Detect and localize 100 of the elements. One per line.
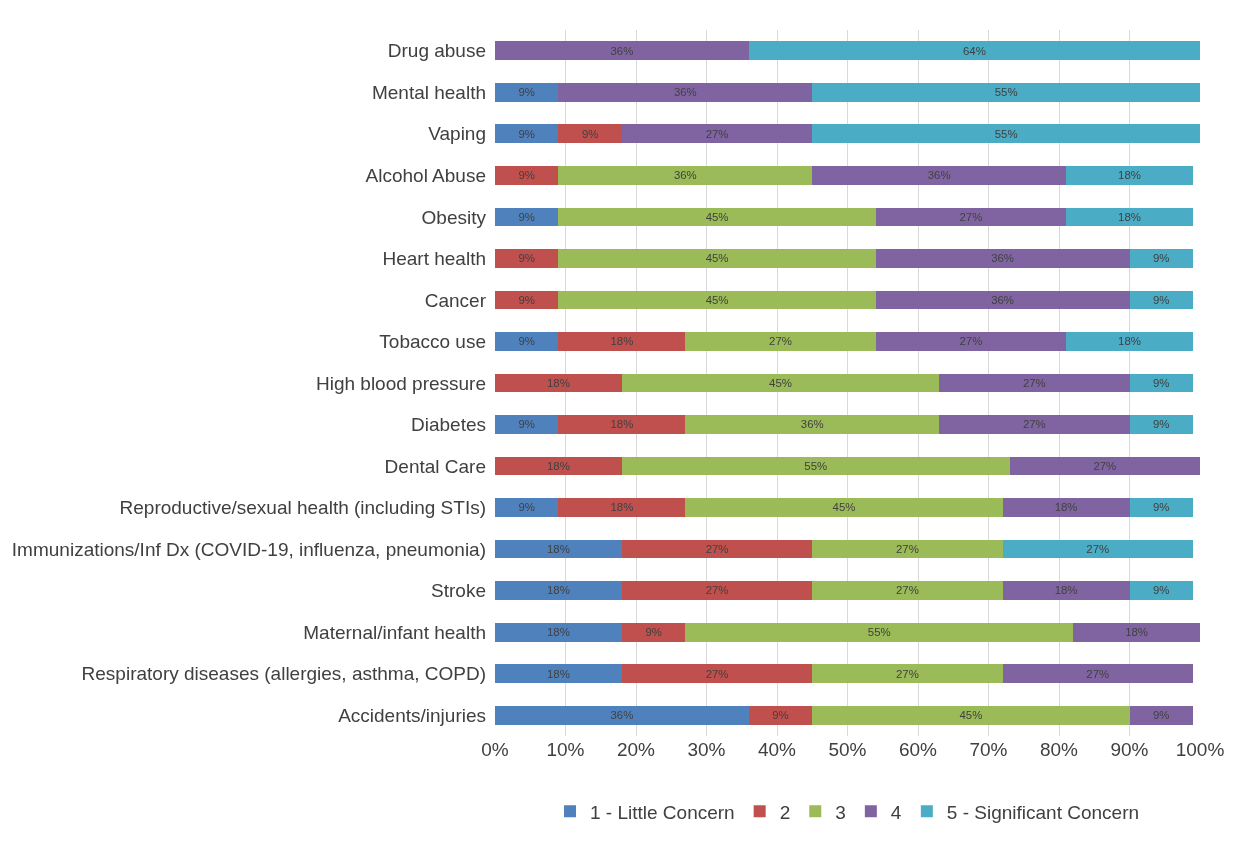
data-label: 9% <box>518 127 535 140</box>
data-label: 36% <box>800 418 824 431</box>
data-label: 18% <box>610 501 634 514</box>
bar <box>621 664 813 684</box>
data-label: 18% <box>547 542 570 555</box>
y-tick-label: Maternal/infant health <box>303 621 486 643</box>
data-label: 9% <box>1152 709 1170 722</box>
data-label: 9% <box>581 127 599 140</box>
bar <box>939 373 1130 393</box>
bar <box>558 207 876 227</box>
data-label: 64% <box>962 44 986 57</box>
data-label: 9% <box>1152 584 1170 597</box>
data-label: 9% <box>772 709 789 722</box>
data-label: 55% <box>994 127 1018 140</box>
bar <box>558 415 686 434</box>
bar <box>495 415 559 434</box>
bar <box>558 498 686 517</box>
y-tick-label: Vaping <box>428 123 486 145</box>
data-label: 9% <box>1152 293 1170 306</box>
data-label: 18% <box>1125 625 1148 638</box>
data-label: 18% <box>547 667 570 680</box>
bar <box>495 581 622 600</box>
y-tick-label: Obesity <box>421 206 487 228</box>
bar <box>495 705 749 725</box>
data-label: 27% <box>1086 542 1110 555</box>
y-tick-label: Immunizations/Inf Dx (COVID-19, influenza, pneumonia) <box>11 538 486 560</box>
bar <box>621 622 686 642</box>
bar <box>685 622 1074 642</box>
data-label: 36% <box>927 169 951 182</box>
x-tick-label: 100% <box>1175 739 1225 760</box>
data-label: 18% <box>547 376 570 389</box>
data-label: 9% <box>518 210 535 223</box>
data-label: 9% <box>518 86 535 99</box>
bar <box>1002 539 1193 559</box>
data-label: 18% <box>610 418 634 431</box>
data-label: 27% <box>959 210 983 223</box>
data-label: 36% <box>610 44 634 57</box>
bar <box>1129 498 1193 517</box>
x-tick-label: 20% <box>616 739 656 760</box>
data-label: 9% <box>518 252 535 265</box>
y-tick-label: Respiratory diseases (allergies, asthma, COPD) <box>81 663 486 685</box>
bar <box>621 581 813 600</box>
data-label: 9% <box>1152 252 1170 265</box>
bar <box>495 166 559 185</box>
bar <box>812 124 1200 144</box>
data-label: 18% <box>1054 501 1078 514</box>
legend-label: 5 - Significant Concern <box>946 801 1140 823</box>
bar <box>1129 581 1193 600</box>
bar <box>495 249 559 268</box>
bar <box>875 290 1130 310</box>
legend-label: 3 <box>835 801 846 823</box>
bar <box>812 664 1003 684</box>
y-tick-label: Dental Care <box>384 455 486 477</box>
data-label: 45% <box>705 293 729 306</box>
bar <box>1066 332 1193 351</box>
data-label: 9% <box>1152 418 1170 431</box>
y-tick-label: Heart health <box>382 248 486 270</box>
bar <box>621 373 940 393</box>
data-label: 9% <box>518 501 535 514</box>
bar <box>495 456 622 476</box>
y-tick-label: Tobacco use <box>379 331 486 353</box>
data-label: 18% <box>547 625 570 638</box>
x-tick-label: 60% <box>898 739 938 760</box>
y-tick-label: Diabetes <box>411 414 486 436</box>
data-label: 18% <box>1118 169 1141 182</box>
bar <box>558 124 622 144</box>
bar <box>812 166 1067 185</box>
bar <box>495 41 749 61</box>
bar <box>812 539 1003 559</box>
y-tick-label: Drug abuse <box>387 40 486 62</box>
bar <box>1002 664 1193 684</box>
x-tick-label: 40% <box>757 739 797 760</box>
bar <box>621 456 1010 476</box>
y-tick-label: Mental health <box>371 81 486 103</box>
x-tick-label: 10% <box>546 739 585 760</box>
x-tick-label: 90% <box>1110 739 1149 760</box>
data-label: 27% <box>1086 667 1110 680</box>
data-label: 27% <box>959 335 983 348</box>
bar <box>1002 581 1130 600</box>
data-label: 36% <box>991 293 1015 306</box>
bar <box>1073 622 1200 642</box>
legend-label: 2 <box>779 801 791 823</box>
y-tick-label: Stroke <box>431 580 486 602</box>
bar <box>875 207 1067 227</box>
bar <box>1129 705 1193 725</box>
x-tick-label: 50% <box>828 739 867 760</box>
data-label: 9% <box>518 169 535 182</box>
data-label: 45% <box>705 252 729 265</box>
data-label: 36% <box>673 86 697 99</box>
bar <box>495 373 622 393</box>
y-tick-label: High blood pressure <box>315 372 486 394</box>
bar <box>1129 415 1193 434</box>
data-label: 18% <box>547 584 570 597</box>
bar <box>558 166 813 185</box>
data-label: 36% <box>673 169 697 182</box>
bar <box>495 124 559 144</box>
bar <box>748 705 813 725</box>
data-label: 27% <box>896 584 919 597</box>
data-label: 27% <box>705 667 729 680</box>
data-label: 27% <box>1022 418 1046 431</box>
